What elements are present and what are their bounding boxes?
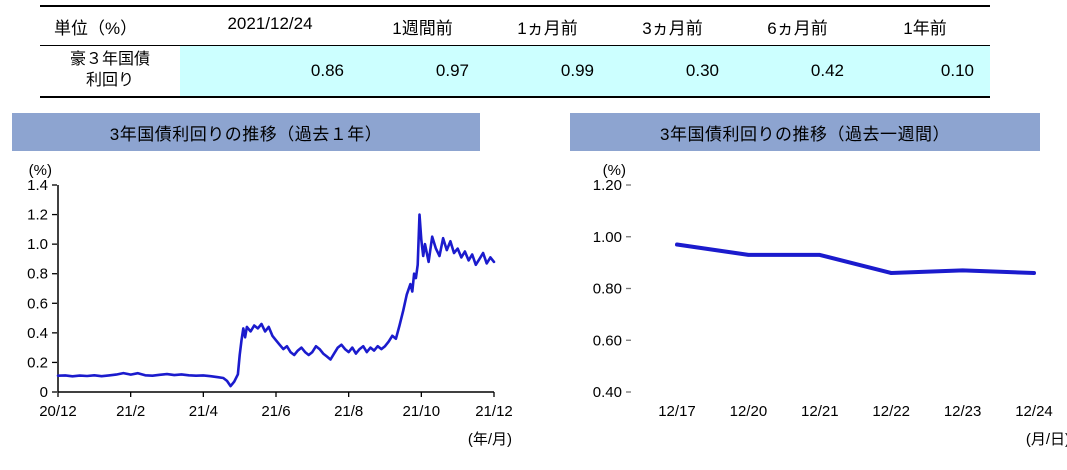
value-1week-ago: 0.97: [360, 46, 485, 96]
row-label-bond-yield: 豪３年国債 利回り: [40, 46, 180, 96]
svg-text:21/12: 21/12: [475, 403, 513, 420]
svg-text:0.2: 0.2: [27, 354, 48, 371]
value-6month-ago: 0.42: [735, 46, 860, 96]
yield-1year-line-chart: 0 0.2 0.4 0.6 0.8 1.0 1.2 1.4 20/12 21/2 21/4 21/6 2…: [27, 162, 513, 448]
svg-text:1.20: 1.20: [593, 177, 622, 194]
svg-text:1.00: 1.00: [593, 229, 622, 246]
value-3month-ago: 0.30: [610, 46, 735, 96]
svg-text:21/2: 21/2: [116, 403, 145, 420]
svg-text:0.40: 0.40: [593, 384, 622, 401]
svg-text:(%): (%): [29, 162, 52, 179]
svg-text:20/12: 20/12: [39, 403, 77, 420]
svg-text:12/21: 12/21: [801, 403, 839, 420]
left-chart-title: 3年国債利回りの推移（過去１年）: [12, 113, 480, 151]
svg-text:21/4: 21/4: [189, 403, 218, 420]
svg-text:(年/月): (年/月): [468, 431, 512, 448]
svg-text:12/20: 12/20: [730, 403, 768, 420]
svg-text:1.4: 1.4: [27, 177, 48, 194]
svg-text:(月/日): (月/日): [1026, 431, 1067, 448]
table-header-3month-ago: 3ヵ月前: [642, 19, 703, 38]
svg-text:21/10: 21/10: [403, 403, 441, 420]
table-row: 豪３年国債 利回り 0.86 0.97 0.99 0.30 0.42 0.10: [40, 46, 990, 96]
left-chart-panel: 3年国債利回りの推移（過去１年） 0 0.2 0.4 0.6 0.8 1.0 1.2 1.4 2…: [12, 113, 522, 457]
svg-text:0.80: 0.80: [593, 281, 622, 298]
svg-text:0.4: 0.4: [27, 325, 48, 342]
charts-row: 3年国債利回りの推移（過去１年） 0 0.2 0.4 0.6 0.8 1.0 1.2 1.4 2…: [0, 113, 1067, 457]
svg-text:0.6: 0.6: [27, 295, 48, 312]
row-label-line2: 利回り: [85, 72, 134, 89]
svg-text:21/6: 21/6: [261, 403, 290, 420]
table-header-1month-ago: 1ヵ月前: [517, 19, 578, 38]
svg-text:1.0: 1.0: [27, 236, 48, 253]
svg-text:0.8: 0.8: [27, 266, 48, 283]
table-header-6month-ago: 6ヵ月前: [767, 19, 828, 38]
value-1month-ago: 0.99: [485, 46, 610, 96]
rates-table: 単位（%） 2021/12/24 1週間前 1ヵ月前 3ヵ月前 6ヵ月前 1年前…: [40, 5, 990, 98]
value-latest: 0.86: [180, 46, 360, 96]
table-header-1year-ago: 1年前: [903, 19, 947, 38]
svg-text:0.60: 0.60: [593, 332, 622, 349]
svg-text:(%): (%): [603, 162, 626, 179]
svg-text:1.2: 1.2: [27, 207, 48, 224]
table-header-date: 2021/12/24: [227, 14, 313, 33]
table-header-1week-ago: 1週間前: [392, 19, 453, 38]
svg-text:12/17: 12/17: [658, 403, 696, 420]
svg-text:12/23: 12/23: [944, 403, 982, 420]
table-header-row: 単位（%） 2021/12/24 1週間前 1ヵ月前 3ヵ月前 6ヵ月前 1年前: [40, 7, 990, 46]
right-chart-panel: 3年国債利回りの推移（過去一週間） 0.40 0.60 0.80 1.00 1.20 12…: [570, 113, 1067, 457]
value-1year-ago: 0.10: [860, 46, 990, 96]
svg-text:12/22: 12/22: [872, 403, 910, 420]
table-header-unit: 単位（%）: [54, 19, 138, 38]
yield-1week-line-chart: 0.40 0.60 0.80 1.00 1.20 12/17 12/20 12/21 12/22…: [593, 162, 1067, 448]
right-chart-title: 3年国債利回りの推移（過去一週間）: [570, 113, 1040, 151]
svg-text:0: 0: [40, 384, 48, 401]
svg-text:21/8: 21/8: [334, 403, 363, 420]
row-label-line1: 豪３年国債: [69, 51, 150, 69]
svg-text:12/24: 12/24: [1015, 403, 1053, 420]
